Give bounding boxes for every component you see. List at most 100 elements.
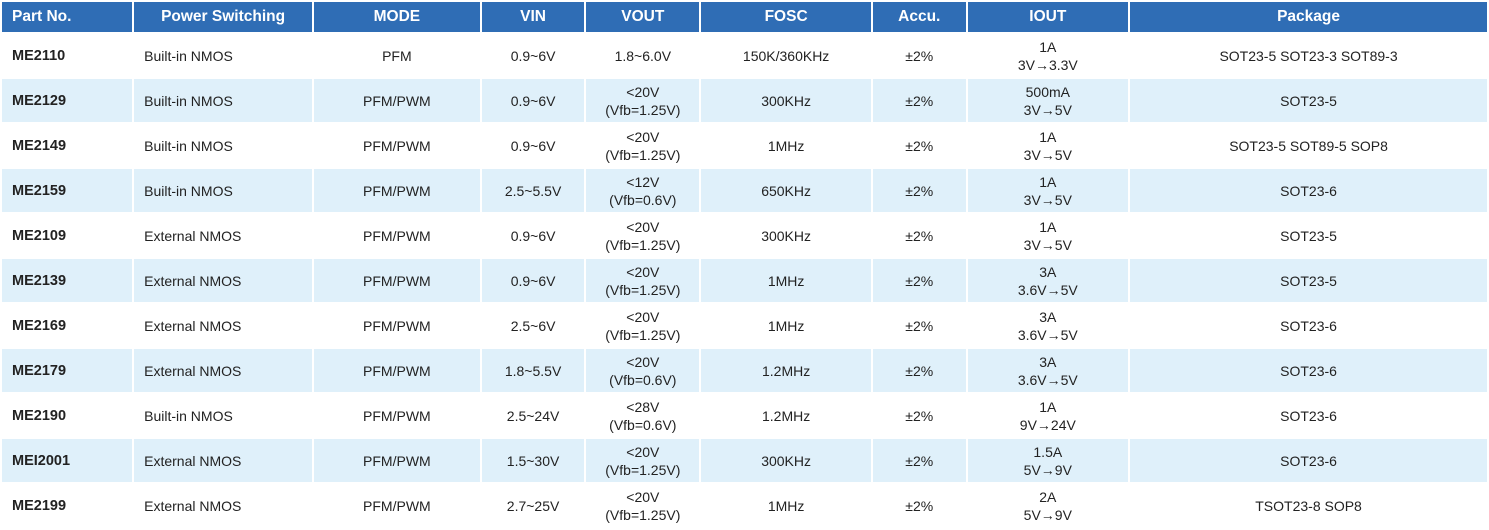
vin-cell: 0.9~6V [510, 47, 556, 64]
iout-cell-line: 1A [1039, 218, 1057, 235]
mode-cell: PFM/PWM [363, 137, 431, 154]
vout-cell: <20V (Vfb=1.25V) [586, 79, 700, 122]
part-number-cell: ME2110 [12, 47, 66, 64]
fosc-cell: 1MHz [767, 137, 805, 154]
vout-cell: <20V (Vfb=1.25V) [586, 439, 700, 482]
part-number-cell: ME2159 [2, 169, 133, 212]
power-switching-cell: External NMOS [144, 317, 242, 334]
vout-cell: <20V (Vfb=1.25V) [586, 259, 700, 302]
iout-cell-line: 500mA [1025, 83, 1070, 100]
package-cell: SOT23-6 [1130, 439, 1487, 482]
vout-cell-line: (Vfb=1.25V) [605, 236, 681, 253]
package-cell: SOT23-5 [1130, 259, 1487, 302]
mode-cell: PFM/PWM [363, 317, 431, 334]
table-body: ME2110 Built-in NMOS PFM 0.9~6V 1.8~6.0V 150K… [2, 34, 1487, 527]
iout-cell: 500mA 3V→5V [967, 79, 1129, 122]
header-vin: VIN [481, 2, 585, 32]
power-switching-cell: External NMOS [144, 497, 242, 514]
vout-cell-line: (Vfb=1.25V) [605, 326, 681, 343]
iout-cell: 1A 3V→3.3V [968, 34, 1129, 77]
vout-cell: <28V (Vfb=0.6V) [586, 394, 699, 437]
iout-cell: 2A 5V→9V [968, 484, 1129, 527]
accu-cell: ±2% [873, 439, 966, 482]
part-number-cell: ME2199 [12, 497, 67, 514]
vout-cell-line: (Vfb=1.25V) [605, 506, 681, 523]
table-row: ME2199 External NMOS PFM/PWM 2.7~25V <20V (Vf… [2, 484, 1487, 527]
iout-cell: 1A 3V→5V [967, 169, 1129, 212]
power-switching-cell: Built-in NMOS [144, 407, 233, 424]
power-switching-cell: External NMOS [134, 439, 313, 482]
iout-cell-line: 3A [1039, 308, 1057, 325]
iout-cell-line: 1A [1039, 128, 1057, 145]
iout-cell-line: 3V→5V [1023, 236, 1072, 253]
vout-cell-line: <20V [626, 308, 660, 325]
vout-cell: <20V (Vfb=1.25V) [586, 214, 699, 257]
table-row: MEI2001 External NMOS PFM/PWM 1.5~30V <20V (V… [2, 439, 1487, 482]
table-row: ME2139 External NMOS PFM/PWM 0.9~6V <20V (Vfb… [2, 259, 1487, 302]
vout-cell: <12V (Vfb=0.6V) [586, 169, 700, 212]
accu-cell: ±2% [873, 259, 966, 302]
iout-cell-line: 1.5A [1033, 443, 1063, 460]
accu-cell: ±2% [905, 497, 934, 514]
package-cell: SOT23-6 [1130, 349, 1487, 392]
mode-cell: PFM/PWM [363, 227, 431, 244]
iout-cell-line: 3.6V→5V [1017, 281, 1078, 298]
part-number-cell: ME2139 [2, 259, 133, 302]
power-switching-cell: Built-in NMOS [144, 137, 233, 154]
accu-cell: ±2% [905, 227, 934, 244]
vout-cell: <20V (Vfb=1.25V) [586, 484, 699, 527]
part-number-cell: ME2190 [12, 407, 67, 424]
mode-cell: PFM/PWM [314, 79, 480, 122]
vin-cell: 0.9~6V [481, 259, 585, 302]
iout-cell-line: 3V→5V [1023, 146, 1072, 163]
package-cell: SOT23-5 SOT89-5 SOP8 [1229, 137, 1388, 154]
iout-cell: 3A 3.6V→5V [968, 304, 1129, 347]
vin-cell: 1.8~5.5V [481, 349, 585, 392]
accu-cell: ±2% [905, 407, 934, 424]
fosc-cell: 1MHz [701, 259, 871, 302]
iout-cell-line: 5V→9V [1023, 506, 1072, 523]
vout-cell-line: <20V [626, 83, 660, 100]
vout-cell-line: (Vfb=1.25V) [605, 281, 681, 298]
vin-cell: 0.9~6V [510, 137, 556, 154]
power-switching-cell: Built-in NMOS [134, 169, 313, 212]
vin-cell: 0.9~6V [481, 79, 585, 122]
iout-cell-line: 1A [1039, 398, 1057, 415]
iout-cell-line: 3V→5V [1023, 191, 1072, 208]
iout-cell-line: 3A [1039, 263, 1057, 280]
header-package: Package [1130, 2, 1487, 32]
power-switching-cell: External NMOS [134, 349, 313, 392]
header-mode: MODE [314, 2, 480, 32]
vin-cell: 2.7~25V [506, 497, 560, 514]
header-power-switching: Power Switching [134, 2, 313, 32]
vout-cell: <20V (Vfb=0.6V) [586, 349, 700, 392]
accu-cell: ±2% [873, 169, 966, 212]
table-row: ME2149 Built-in NMOS PFM/PWM 0.9~6V <20V (Vfb… [2, 124, 1487, 167]
mode-cell: PFM/PWM [363, 407, 431, 424]
iout-cell-line: 2A [1039, 488, 1057, 505]
power-switching-cell: Built-in NMOS [144, 47, 233, 64]
header-vout: VOUT [586, 2, 700, 32]
part-number-cell: ME2109 [12, 227, 67, 244]
vout-cell-line: <20V [626, 128, 660, 145]
package-cell: SOT23-5 SOT23-3 SOT89-3 [1219, 47, 1398, 64]
iout-cell-line: 3A [1039, 353, 1057, 370]
package-cell: TSOT23-8 SOP8 [1255, 497, 1362, 514]
vout-cell-line: (Vfb=1.25V) [605, 146, 681, 163]
fosc-cell: 1.2MHz [701, 349, 871, 392]
iout-cell: 1A 3V→5V [968, 124, 1129, 167]
vout-cell-line: (Vfb=1.25V) [605, 101, 681, 118]
vout-cell-line: 1.8~6.0V [614, 47, 672, 64]
vout-cell: <20V (Vfb=1.25V) [586, 304, 699, 347]
header-row: Part No. Power Switching MODE VIN VOUT F… [2, 2, 1487, 32]
table-row: ME2169 External NMOS PFM/PWM 2.5~6V <20V (Vfb… [2, 304, 1487, 347]
vin-cell: 2.5~24V [506, 407, 560, 424]
vout-cell-line: <20V [626, 218, 660, 235]
iout-cell-line: 1A [1039, 38, 1057, 55]
iout-cell: 3A 3.6V→5V [967, 349, 1129, 392]
part-number-cell: ME2149 [12, 137, 67, 154]
mode-cell: PFM/PWM [314, 349, 480, 392]
mode-cell: PFM [382, 47, 412, 64]
package-cell: SOT23-5 [1130, 79, 1487, 122]
